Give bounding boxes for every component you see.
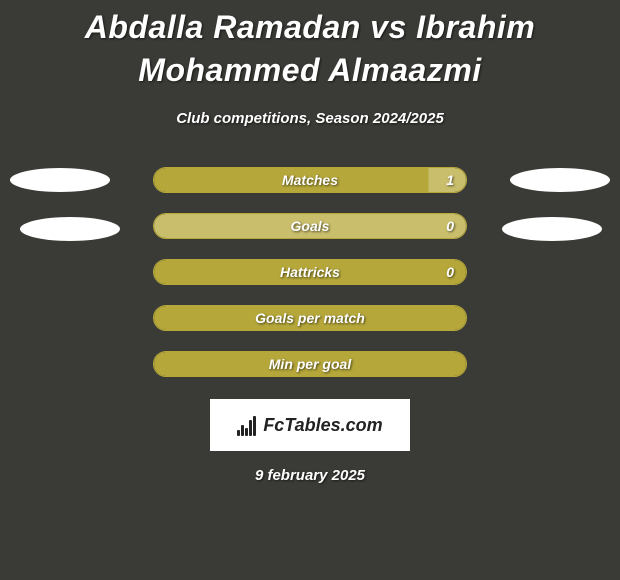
right-value-oval bbox=[510, 168, 610, 192]
right-value-oval bbox=[502, 217, 602, 241]
stat-value: 0 bbox=[446, 264, 454, 280]
stat-label: Goals bbox=[291, 218, 330, 234]
stat-value: 1 bbox=[446, 172, 454, 188]
stat-row: Goals 0 bbox=[0, 213, 620, 239]
stats-container: Matches 1 Goals 0 Hattricks 0 Goals per match M… bbox=[0, 167, 620, 377]
stat-row: Matches 1 bbox=[0, 167, 620, 193]
page-title: Abdalla Ramadan vs Ibrahim Mohammed Alma… bbox=[0, 0, 620, 92]
stat-pill: Hattricks 0 bbox=[153, 259, 467, 285]
chart-icon bbox=[237, 414, 259, 436]
stat-label: Goals per match bbox=[255, 310, 365, 326]
date-label: 9 february 2025 bbox=[0, 467, 620, 484]
stat-pill: Goals per match bbox=[153, 305, 467, 331]
stat-row: Goals per match bbox=[0, 305, 620, 331]
fctables-logo: FcTables.com bbox=[210, 399, 410, 451]
stat-label: Hattricks bbox=[280, 264, 340, 280]
stat-pill: Min per goal bbox=[153, 351, 467, 377]
stat-row: Hattricks 0 bbox=[0, 259, 620, 285]
stat-value: 0 bbox=[446, 218, 454, 234]
stat-row: Min per goal bbox=[0, 351, 620, 377]
stat-pill: Goals 0 bbox=[153, 213, 467, 239]
stat-label: Min per goal bbox=[269, 356, 351, 372]
stat-pill: Matches 1 bbox=[153, 167, 467, 193]
stat-label: Matches bbox=[282, 172, 338, 188]
page-subtitle: Club competitions, Season 2024/2025 bbox=[0, 110, 620, 127]
logo-text: FcTables.com bbox=[263, 415, 382, 436]
left-value-oval bbox=[10, 168, 110, 192]
left-value-oval bbox=[20, 217, 120, 241]
